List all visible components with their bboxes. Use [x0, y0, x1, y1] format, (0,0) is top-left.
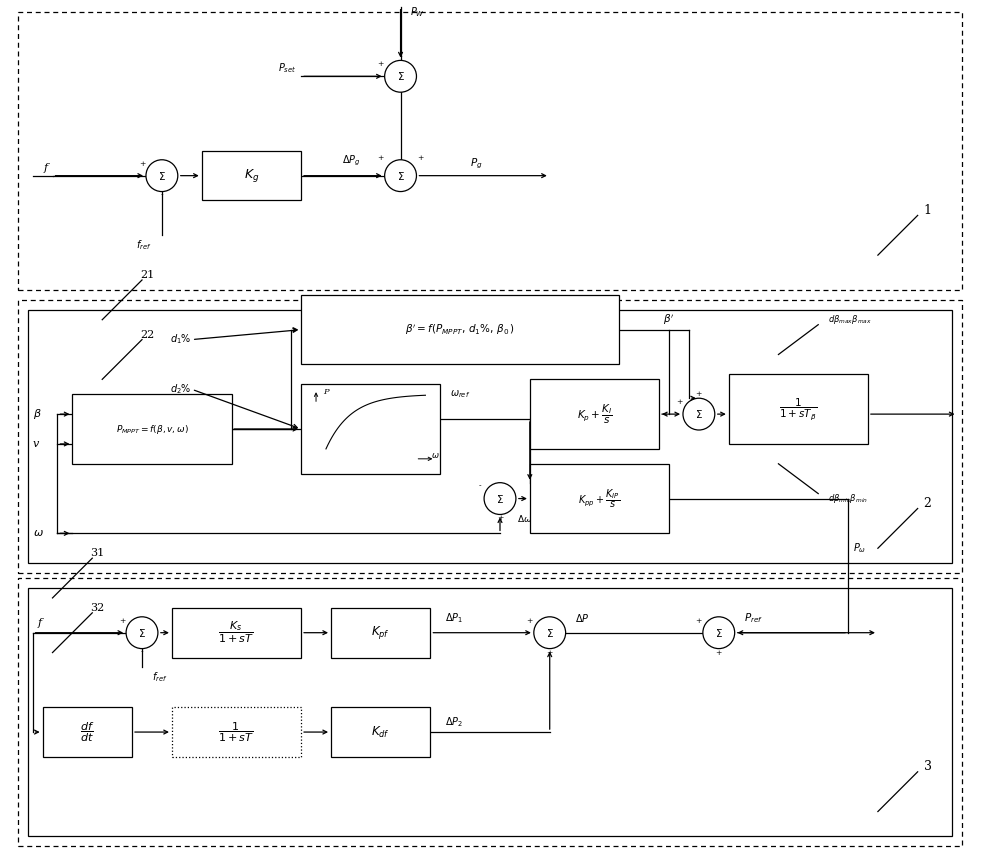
Text: $\Sigma$: $\Sigma$ — [397, 70, 404, 82]
Bar — [172, 708, 301, 757]
Text: 32: 32 — [90, 603, 104, 613]
Bar — [729, 374, 868, 444]
Text: $P_{MPPT}=f\left(\beta,v,\omega\right)$: $P_{MPPT}=f\left(\beta,v,\omega\right)$ — [116, 422, 188, 435]
Text: 1: 1 — [924, 204, 932, 217]
Text: $\dfrac{1}{1+sT_\beta}$: $\dfrac{1}{1+sT_\beta}$ — [779, 397, 817, 422]
Circle shape — [484, 483, 516, 514]
Text: -: - — [479, 483, 481, 491]
Text: $\Delta\omega$: $\Delta\omega$ — [517, 513, 533, 524]
Text: +: + — [417, 154, 424, 162]
Text: $\Sigma$: $\Sigma$ — [546, 626, 554, 638]
Text: +: + — [696, 617, 702, 625]
Text: +: + — [676, 398, 682, 406]
Text: f: f — [43, 162, 48, 173]
Text: $\beta$: $\beta$ — [33, 407, 41, 421]
Text: 2: 2 — [924, 497, 932, 510]
Text: $K_{df}$: $K_{df}$ — [371, 725, 390, 740]
Text: $\dfrac{K_s}{1+sT}$: $\dfrac{K_s}{1+sT}$ — [218, 620, 254, 645]
Text: $\beta'$: $\beta'$ — [663, 313, 675, 327]
Circle shape — [146, 160, 178, 192]
Bar — [530, 464, 669, 533]
Text: $P_g$: $P_g$ — [470, 156, 483, 171]
Text: $\Sigma$: $\Sigma$ — [496, 492, 504, 505]
Bar — [331, 608, 430, 658]
Text: +: + — [527, 617, 533, 625]
Text: $f_{ref}$: $f_{ref}$ — [136, 238, 152, 252]
Text: -: - — [399, 54, 402, 61]
Text: $\beta'=f(P_{MPPT},\,d_1\%,\,\beta_0\,)$: $\beta'=f(P_{MPPT},\,d_1\%,\,\beta_0\,)$ — [405, 322, 515, 337]
Text: +: + — [716, 649, 722, 657]
Text: $\omega_{ref}$: $\omega_{ref}$ — [450, 388, 471, 400]
Circle shape — [534, 617, 566, 649]
Text: +: + — [696, 391, 702, 398]
Text: $\dfrac{df}{dt}$: $\dfrac{df}{dt}$ — [80, 721, 94, 744]
Text: 3: 3 — [924, 760, 932, 773]
Circle shape — [385, 60, 416, 92]
Text: $\Delta P_2$: $\Delta P_2$ — [445, 715, 463, 729]
Text: $\Delta P_1$: $\Delta P_1$ — [445, 611, 463, 625]
Text: $\omega$: $\omega$ — [431, 451, 440, 461]
Bar — [28, 310, 952, 563]
Bar — [18, 12, 962, 290]
Circle shape — [683, 398, 715, 430]
Text: $\Sigma$: $\Sigma$ — [158, 169, 166, 181]
Text: +: + — [497, 514, 503, 523]
Text: $K_p+\dfrac{K_I}{s}$: $K_p+\dfrac{K_I}{s}$ — [577, 403, 612, 426]
Text: $P_{set}$: $P_{set}$ — [278, 61, 296, 75]
Text: $P_{ref}$: $P_{ref}$ — [744, 611, 763, 625]
Text: $d_2\%$: $d_2\%$ — [170, 383, 192, 397]
Text: $f_{ref}$: $f_{ref}$ — [152, 670, 168, 684]
Text: P: P — [323, 388, 329, 397]
Bar — [172, 608, 301, 658]
Text: $d\beta_{max}\beta_{max}$: $d\beta_{max}\beta_{max}$ — [828, 314, 872, 327]
Circle shape — [703, 617, 735, 649]
Text: +: + — [119, 617, 125, 625]
Text: $d_1\%$: $d_1\%$ — [170, 333, 192, 346]
Text: $\Sigma$: $\Sigma$ — [138, 626, 146, 638]
Text: $\omega$: $\omega$ — [33, 529, 43, 538]
Text: 21: 21 — [140, 270, 154, 280]
Text: -: - — [141, 649, 143, 657]
Text: $d\beta_{min}\beta_{min}$: $d\beta_{min}\beta_{min}$ — [828, 492, 868, 505]
Bar — [301, 384, 440, 473]
Text: 31: 31 — [90, 549, 104, 558]
Text: $\Delta P$: $\Delta P$ — [575, 612, 589, 624]
Bar — [28, 588, 952, 836]
Text: f: f — [38, 618, 42, 628]
Bar — [18, 300, 962, 573]
Text: $K_{pf}$: $K_{pf}$ — [371, 624, 390, 641]
Circle shape — [126, 617, 158, 649]
Text: $P_W$: $P_W$ — [411, 5, 425, 19]
Text: $\dfrac{1}{1+sT}$: $\dfrac{1}{1+sT}$ — [218, 721, 254, 744]
Bar — [301, 295, 619, 365]
Text: $\Sigma$: $\Sigma$ — [695, 408, 703, 420]
Text: 22: 22 — [140, 330, 154, 340]
Text: v: v — [33, 439, 39, 449]
Bar — [530, 379, 659, 449]
Text: +: + — [377, 60, 384, 68]
Text: $\Sigma$: $\Sigma$ — [397, 169, 404, 181]
Bar — [72, 394, 232, 464]
Text: $K_{pp}+\dfrac{K_{IP}}{s}$: $K_{pp}+\dfrac{K_{IP}}{s}$ — [578, 487, 621, 510]
Text: $K_g$: $K_g$ — [244, 167, 259, 184]
Text: $\Sigma$: $\Sigma$ — [715, 626, 723, 638]
Circle shape — [385, 160, 416, 192]
Bar — [331, 708, 430, 757]
Text: $P_\omega$: $P_\omega$ — [853, 542, 866, 556]
Text: -: - — [161, 192, 163, 200]
Bar — [18, 578, 962, 847]
Text: +: + — [547, 649, 553, 657]
Text: +: + — [377, 154, 384, 162]
Bar — [202, 151, 301, 200]
Text: +: + — [139, 160, 145, 168]
Text: $\Delta P_g$: $\Delta P_g$ — [342, 154, 360, 168]
Bar — [43, 708, 132, 757]
